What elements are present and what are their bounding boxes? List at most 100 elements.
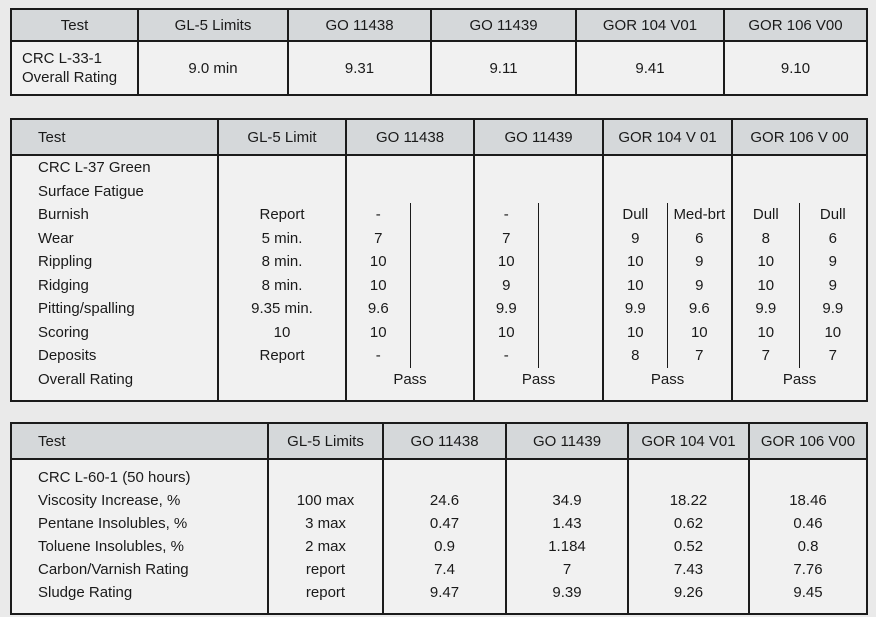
- table-row: Toluene Insolubles, % 2 max 0.9 1.184 0.…: [11, 535, 867, 558]
- value-cell: 10: [473, 320, 539, 344]
- value-cell: 7: [798, 344, 868, 368]
- value-cell: [410, 155, 474, 180]
- table-row: Ridging 8 min. 10 9 10 9 10 9: [11, 273, 868, 297]
- value-cell: Report: [217, 344, 346, 368]
- table-row: CRC L-37 Green: [11, 155, 867, 180]
- value-cell: report: [267, 558, 383, 581]
- value-cell: [409, 226, 475, 250]
- value-cell: 9: [666, 250, 733, 274]
- column-header: GOR 106 V00: [748, 423, 867, 460]
- value-cell: 0.46: [748, 512, 867, 535]
- value-cell: [409, 344, 475, 368]
- value-cell: [217, 155, 346, 180]
- value-cell: 5 min.: [217, 226, 346, 250]
- value-cell: 0.62: [627, 512, 749, 535]
- header-row: Test GL-5 Limits GO 11438 GO 11439 GOR 1…: [11, 423, 867, 460]
- table-row: Overall Rating Pass Pass Pass Pass: [11, 367, 868, 401]
- overall-rating-pass: Pass: [473, 367, 604, 401]
- value-cell: 9.9: [473, 297, 539, 321]
- value-cell: 7.43: [627, 558, 749, 581]
- value-cell: 1.43: [505, 512, 628, 535]
- value-cell: 10: [217, 320, 346, 344]
- row-label-line: CRC L-33-1: [22, 50, 103, 67]
- value-cell: [345, 155, 410, 180]
- value-cell: [537, 320, 604, 344]
- table-row: Rippling 8 min. 10 10 10 9 10 9: [11, 250, 868, 274]
- overall-rating-pass: Pass: [344, 367, 475, 401]
- value-cell: 34.9: [505, 489, 628, 512]
- value-cell: -: [345, 344, 410, 368]
- value-cell: [537, 203, 604, 227]
- row-label: Deposits: [38, 347, 97, 365]
- value-cell: 7: [666, 344, 733, 368]
- value-cell: 3 max: [267, 512, 383, 535]
- value-cell: 0.9: [382, 535, 506, 558]
- value-cell: [410, 180, 474, 204]
- table-row: Burnish Report - - Dull Med-brt Dull Dull: [11, 203, 868, 227]
- value-cell: 9.6: [345, 297, 410, 321]
- column-header: GOR 106 V00: [723, 9, 867, 42]
- value-cell: [537, 344, 604, 368]
- row-label: Pitting/spalling: [38, 300, 135, 318]
- row-label: Rippling: [38, 253, 93, 271]
- value-cell: 9.26: [627, 581, 749, 614]
- row-label: Carbon/Varnish Rating: [38, 561, 189, 578]
- value-cell: 1.184: [505, 535, 628, 558]
- value-cell: [409, 250, 475, 274]
- column-header: GL-5 Limit: [217, 119, 346, 156]
- table-row: Sludge Rating report 9.47 9.39 9.26 9.45: [11, 581, 867, 614]
- table-row: Carbon/Varnish Rating report 7.4 7 7.43 …: [11, 558, 867, 581]
- value-cell: 7: [731, 344, 800, 368]
- column-header: Test: [11, 9, 138, 42]
- value-cell: [217, 367, 346, 401]
- value-cell: [409, 273, 475, 297]
- value-cell: Dull: [602, 203, 668, 227]
- crc-l60-1-table: Test GL-5 Limits GO 11438 GO 11439 GOR 1…: [10, 422, 868, 615]
- value-cell: 7: [505, 558, 628, 581]
- value-cell: 8 min.: [217, 250, 346, 274]
- table-row: CRC L-60-1 (50 hours): [11, 459, 867, 489]
- value-cell: [345, 179, 410, 203]
- value-cell: 6: [666, 226, 733, 250]
- table-row: Surface Fatigue: [11, 179, 867, 204]
- value-cell: [473, 155, 539, 180]
- value-cell: [627, 459, 749, 489]
- value-cell: [537, 226, 604, 250]
- row-label: Toluene Insolubles, %: [38, 538, 184, 555]
- crc-l33-1-table: Test GL-5 Limits GO 11438 GO 11439 GOR 1…: [10, 8, 868, 96]
- value-cell: report: [267, 581, 383, 614]
- value-cell: 10: [798, 320, 868, 344]
- row-label: CRC L-33-1 Overall Rating: [11, 41, 138, 95]
- value-cell: [217, 179, 346, 203]
- column-header: GO 11438: [344, 119, 475, 156]
- table-row: CRC L-33-1 Overall Rating 9.0 min 9.31 9…: [11, 41, 867, 95]
- value-cell: 9.6: [666, 297, 733, 321]
- value-cell: 9: [473, 273, 539, 297]
- value-cell: 10: [345, 250, 410, 274]
- table-row: Viscosity Increase, % 100 max 24.6 34.9 …: [11, 489, 867, 512]
- value-cell: 8 min.: [217, 273, 346, 297]
- value-cell: 18.46: [748, 489, 867, 512]
- header-row: Test GL-5 Limit GO 11438 GO 11439 GOR 10…: [11, 119, 868, 156]
- value-cell: 9.11: [430, 41, 576, 95]
- row-label: CRC L-60-1 (50 hours): [38, 469, 191, 486]
- value-cell: [538, 155, 603, 180]
- column-header: Test: [11, 423, 268, 460]
- value-cell: 10: [473, 250, 539, 274]
- table-row: Pentane Insolubles, % 3 max 0.47 1.43 0.…: [11, 512, 867, 535]
- value-cell: 0.47: [382, 512, 506, 535]
- value-cell: [537, 250, 604, 274]
- value-cell: 9.41: [575, 41, 724, 95]
- value-cell: [409, 203, 475, 227]
- value-cell: 9.35 min.: [217, 297, 346, 321]
- value-cell: 9.0 min: [137, 41, 288, 95]
- value-cell: 24.6: [382, 489, 506, 512]
- value-cell: [667, 155, 732, 180]
- value-cell: 10: [602, 320, 668, 344]
- value-cell: 9: [798, 273, 868, 297]
- value-cell: Med-brt: [666, 203, 733, 227]
- column-header: GOR 104 V01: [575, 9, 724, 42]
- value-cell: 8: [602, 344, 668, 368]
